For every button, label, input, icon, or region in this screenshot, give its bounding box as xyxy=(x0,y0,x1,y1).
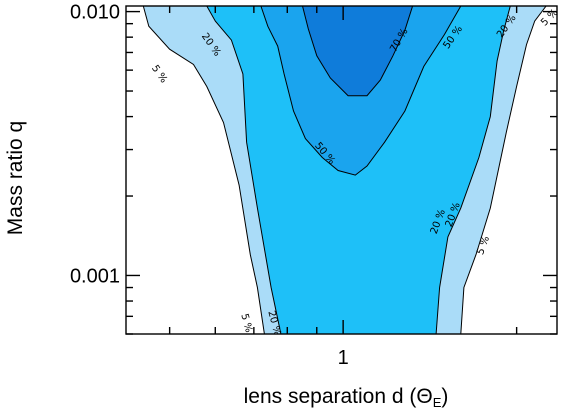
contour-label-5-percent: 5 % xyxy=(149,63,169,85)
x-axis-title-subscript: E xyxy=(433,395,442,410)
x-tick-label: 1 xyxy=(338,347,349,369)
tick-labels: 0.001 0.010 1 xyxy=(70,2,349,369)
x-axis-title-close: ) xyxy=(441,385,448,408)
x-axis-title-main: lens separation d (Θ xyxy=(244,385,433,408)
plot-frame xyxy=(125,5,558,335)
axis-ticks xyxy=(126,6,557,335)
y-tick-label: 0.001 xyxy=(70,265,120,287)
contour-label-20-percent: 20 % xyxy=(265,310,282,337)
contour-label-5-percent: 5 % xyxy=(238,313,254,334)
contour-fills xyxy=(142,6,547,334)
y-axis-title: Mass ratio q xyxy=(4,121,27,235)
x-axis-title: lens separation d (ΘE) xyxy=(244,385,449,410)
y-tick-label: 0.010 xyxy=(70,2,120,24)
contour-region-70-percent xyxy=(301,6,414,97)
